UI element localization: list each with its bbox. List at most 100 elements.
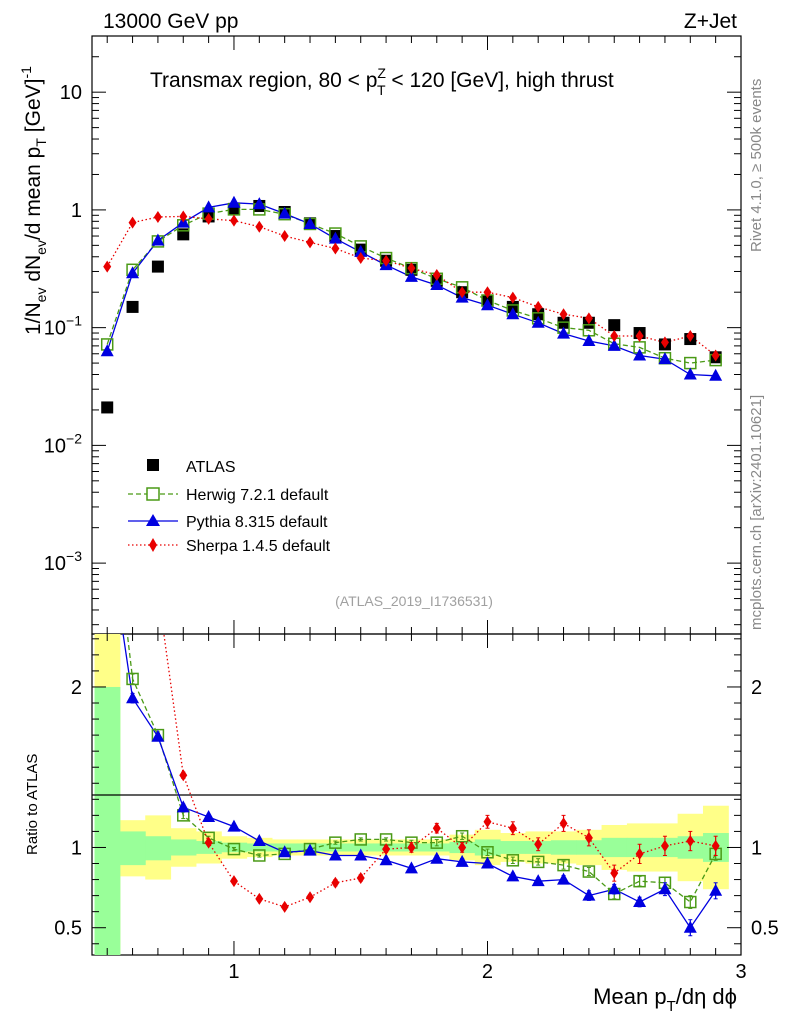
- legend-marker-herwig: [146, 487, 160, 501]
- sherpa-point: [610, 329, 619, 342]
- sherpa-point: [356, 252, 365, 265]
- sherpa-point: [508, 291, 517, 304]
- legend: ATLAS Herwig 7.2.1 default Pythia 8.315 …: [128, 459, 331, 555]
- ratio-point-pythia: [379, 853, 393, 866]
- ratio-point-sherpa: [179, 769, 188, 782]
- collision-label: 13000 GeV pp: [103, 10, 238, 33]
- ratio-point-herwig: [531, 855, 545, 869]
- ratio-point-pythia: [430, 851, 444, 864]
- ratio-point-sherpa: [508, 822, 517, 835]
- band-inner: [500, 841, 527, 854]
- ratio-point-herwig: [582, 865, 596, 878]
- pythia-point: [633, 348, 647, 361]
- top-series-layer: [100, 195, 723, 414]
- ratio-point-sherpa: [483, 815, 492, 828]
- ratio-point-pythia: [303, 843, 317, 856]
- legend-label-pythia: Pythia 8.315 default: [186, 514, 328, 531]
- legend-marker-pythia: [146, 514, 160, 526]
- ratio-point-pythia: [278, 845, 292, 858]
- ratio-point-herwig: [329, 836, 342, 849]
- sherpa-point: [660, 336, 669, 349]
- band-inner: [145, 836, 172, 861]
- pythia-point: [151, 233, 165, 246]
- pythia-point: [582, 334, 596, 347]
- ratio-point-pythia: [126, 691, 140, 704]
- ratio-point-pythia: [354, 848, 368, 861]
- ratio-point-sherpa: [382, 843, 391, 856]
- pythia-point: [506, 307, 520, 320]
- ratio-point-sherpa: [280, 900, 289, 913]
- top-y-tick-label: 10: [60, 82, 82, 104]
- ratio-point-pythia: [252, 834, 266, 847]
- ratio-point-sherpa: [534, 838, 543, 851]
- ratio-series-layer: [101, 167, 723, 937]
- pythia-point: [557, 326, 571, 339]
- pythia-point: [227, 195, 241, 208]
- plot-title: Transmax region, 80 < pZ T < 120 [GeV], h…: [150, 65, 614, 98]
- sherpa-point: [204, 212, 213, 225]
- ratio-point-pythia: [607, 882, 621, 895]
- ratio-point-pythia: [101, 519, 114, 531]
- ratio-point-herwig: [253, 849, 266, 862]
- ratio-axis-ticks: 2 2 1 1 0.5 0.5 1 2 3: [54, 634, 779, 983]
- ratio-point-pythia: [582, 888, 596, 901]
- pythia-point: [683, 367, 697, 380]
- x-tick-label: 1: [228, 961, 239, 983]
- sherpa-point: [711, 349, 720, 362]
- sherpa-point: [103, 260, 112, 273]
- pythia-point: [404, 269, 418, 282]
- ratio-y-tick-label: 2: [71, 677, 82, 699]
- pythia-point: [480, 298, 494, 311]
- top-axis-ticks: 10 1 10−1 10−2 10−3: [44, 35, 742, 634]
- sherpa-point: [179, 210, 188, 223]
- process-label: Z+Jet: [684, 10, 737, 33]
- sherpa-point: [432, 268, 441, 281]
- ratio-point-herwig: [126, 672, 139, 686]
- atlas-point: [101, 401, 114, 414]
- ratio-point-pythia: [531, 874, 545, 887]
- ratio-y-tick-label: 0.5: [54, 918, 82, 940]
- ratio-point-sherpa: [129, 167, 137, 179]
- analysis-id-watermark: (ATLAS_2019_I1736531): [335, 593, 493, 609]
- band-inner: [550, 840, 577, 855]
- atlas-point: [126, 300, 139, 313]
- ratio-point-pythia: [557, 872, 571, 885]
- sherpa-point: [559, 308, 568, 321]
- ratio-point-herwig: [227, 842, 241, 856]
- top-line-sherpa: [106, 215, 716, 357]
- top-y-tick-label: 10−2: [44, 430, 82, 457]
- band-inner: [170, 839, 197, 856]
- ratio-point-sherpa: [711, 839, 720, 852]
- rivet-version-label: Rivet 4.1.0, ≥ 500k events: [748, 79, 765, 252]
- pythia-point: [126, 266, 140, 279]
- ratio-y-tick-label-right: 2: [751, 677, 762, 699]
- pythia-point: [658, 352, 672, 365]
- sherpa-point: [407, 262, 416, 275]
- ratio-y-tick-label-right: 0.5: [751, 918, 779, 940]
- ratio-point-sherpa: [407, 841, 416, 854]
- ratio-point-sherpa: [458, 841, 467, 854]
- ratio-point-pythia: [176, 800, 190, 813]
- mcplots-label: mcplots.cern.ch [arXiv:2401.10621]: [748, 395, 765, 630]
- ratio-point-pythia: [404, 861, 418, 874]
- sherpa-point: [331, 242, 340, 255]
- ratio-point-sherpa: [610, 867, 619, 880]
- top-line-herwig: [106, 208, 716, 364]
- ratio-point-pythia: [455, 854, 469, 867]
- ratio-point-pythia: [506, 869, 520, 882]
- ratio-point-sherpa: [229, 875, 238, 888]
- legend-label-atlas: ATLAS: [186, 459, 236, 476]
- ratio-point-herwig: [354, 833, 367, 846]
- top-y-tick-label: 10−3: [44, 548, 82, 575]
- ratio-y-axis-label: Ratio to ATLAS: [24, 754, 41, 855]
- ratio-point-sherpa: [686, 835, 695, 848]
- ratio-point-pythia: [480, 856, 494, 869]
- sherpa-point: [483, 286, 492, 299]
- legend-label-sherpa: Sherpa 1.4.5 default: [186, 538, 331, 555]
- sherpa-point: [153, 211, 162, 224]
- ratio-point-sherpa: [255, 892, 264, 905]
- top-y-axis-label: 1/Nev dNev/d mean pT [GeV]-1: [18, 66, 49, 335]
- ratio-line-sherpa: [163, 634, 716, 908]
- sherpa-point: [306, 236, 315, 249]
